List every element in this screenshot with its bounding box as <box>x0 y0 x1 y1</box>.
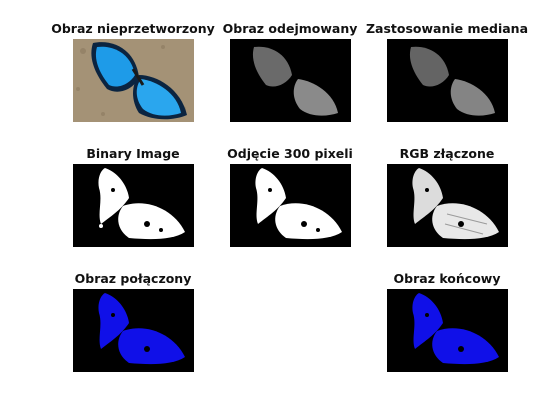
combined-image <box>73 289 194 372</box>
panel-title: Obraz połączony <box>74 271 192 286</box>
final-image <box>387 289 508 372</box>
butterfly-photo-icon <box>73 39 194 122</box>
binary-image <box>73 164 194 247</box>
panel-title: Obraz końcowy <box>393 271 501 286</box>
panel-title: RGB złączone <box>399 146 495 161</box>
original-image <box>73 39 194 122</box>
panel-title: Obraz odejmowany <box>222 21 358 36</box>
panel-title: Odjęcie 300 pixeli <box>227 146 353 161</box>
removed300-image <box>230 164 351 247</box>
rgb-merged-image <box>387 164 508 247</box>
subtracted-image <box>230 39 351 122</box>
panel-title: Obraz nieprzetworzony <box>51 21 215 36</box>
panel-title: Zastosowanie mediana <box>365 21 529 36</box>
median-image <box>387 39 508 122</box>
panel-title: Binary Image <box>86 146 180 161</box>
